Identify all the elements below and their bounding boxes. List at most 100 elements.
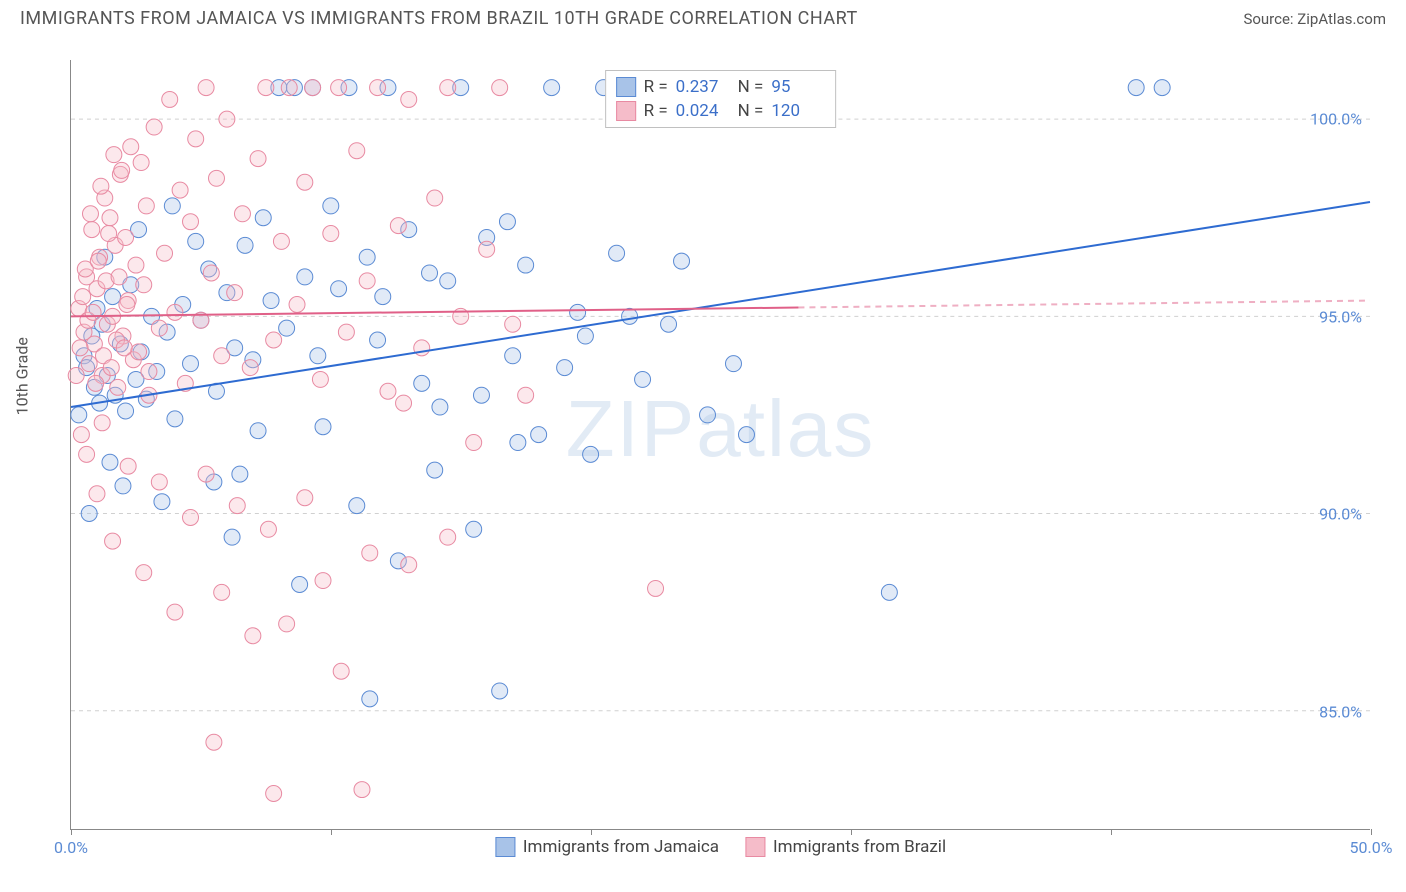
scatter-point (106, 147, 122, 163)
scatter-point (214, 348, 230, 364)
scatter-point (266, 332, 282, 348)
scatter-point (273, 233, 289, 249)
scatter-point (1128, 80, 1144, 96)
scatter-point (338, 324, 354, 340)
legend-item-brazil: Immigrants from Brazil (745, 837, 946, 857)
chart-container: 10th Grade ZIPatlas 85.0%90.0%95.0%100.0… (50, 50, 1390, 840)
legend-n-value-brazil: 120 (771, 101, 825, 121)
scatter-point (499, 214, 515, 230)
scatter-point (79, 446, 95, 462)
scatter-point (279, 616, 295, 632)
scatter-point (359, 249, 375, 265)
scatter-point (427, 462, 443, 478)
scatter-point (71, 407, 87, 423)
scatter-point (557, 360, 573, 376)
scatter-point (432, 399, 448, 415)
legend-swatch-jamaica (495, 837, 515, 857)
x-tick-label: 0.0% (54, 838, 88, 857)
scatter-point (85, 304, 101, 320)
scatter-point (881, 584, 897, 600)
source-attribution: Source: ZipAtlas.com (1243, 10, 1386, 28)
legend-swatch-brazil (745, 837, 765, 857)
legend-series-box: Immigrants from Jamaica Immigrants from … (495, 837, 946, 857)
scatter-point (648, 580, 664, 596)
x-tick (591, 829, 592, 835)
y-tick-label: 85.0% (1319, 702, 1362, 721)
scatter-point (131, 344, 147, 360)
legend-r-label: R = (644, 77, 668, 97)
source-prefix: Source: (1243, 10, 1297, 28)
scatter-point (370, 80, 386, 96)
scatter-point (234, 206, 250, 222)
scatter-point (315, 573, 331, 589)
scatter-point (188, 131, 204, 147)
scatter-point (164, 198, 180, 214)
scatter-point (700, 407, 716, 423)
scatter-point (331, 281, 347, 297)
plot-svg (71, 60, 1370, 829)
legend-n-label: N = (738, 77, 764, 97)
scatter-point (115, 478, 131, 494)
scatter-point (725, 356, 741, 372)
scatter-point (167, 304, 183, 320)
y-axis-title: 10th Grade (13, 337, 32, 415)
scatter-point (110, 379, 126, 395)
scatter-point (136, 277, 152, 293)
scatter-point (198, 80, 214, 96)
scatter-point (237, 237, 253, 253)
scatter-point (82, 206, 98, 222)
scatter-point (128, 257, 144, 273)
scatter-point (214, 584, 230, 600)
scatter-point (232, 466, 248, 482)
legend-swatch-brazil (616, 101, 636, 121)
scatter-point (266, 786, 282, 802)
scatter-point (151, 320, 167, 336)
scatter-point (440, 273, 456, 289)
scatter-point (661, 316, 677, 332)
scatter-point (94, 415, 110, 431)
scatter-point (101, 226, 117, 242)
legend-row-jamaica: R = 0.237 N = 95 (616, 75, 826, 99)
scatter-point (674, 253, 690, 269)
legend-n-value-jamaica: 95 (771, 77, 825, 97)
scatter-point (68, 367, 84, 383)
legend-r-value-brazil: 0.024 (676, 101, 730, 121)
legend-n-label: N = (738, 101, 764, 121)
scatter-point (72, 340, 88, 356)
scatter-point (263, 293, 279, 309)
scatter-point (206, 734, 222, 750)
y-tick-label: 90.0% (1319, 505, 1362, 524)
scatter-point (260, 521, 276, 537)
plot-area: ZIPatlas 85.0%90.0%95.0%100.0% 0.0%50.0%… (70, 60, 1370, 830)
scatter-point (738, 427, 754, 443)
scatter-point (224, 529, 240, 545)
scatter-point (531, 427, 547, 443)
scatter-point (292, 577, 308, 593)
scatter-point (473, 387, 489, 403)
chart-header: IMMIGRANTS FROM JAMAICA VS IMMIGRANTS FR… (0, 0, 1406, 33)
scatter-point (81, 356, 97, 372)
scatter-point (1154, 80, 1170, 96)
chart-title: IMMIGRANTS FROM JAMAICA VS IMMIGRANTS FR… (20, 8, 858, 29)
scatter-point (390, 218, 406, 234)
scatter-point (250, 423, 266, 439)
trend-line-dashed (798, 301, 1370, 308)
scatter-point (466, 521, 482, 537)
scatter-point (245, 628, 261, 644)
scatter-point (323, 226, 339, 242)
x-tick (331, 829, 332, 835)
scatter-point (133, 155, 149, 171)
scatter-point (123, 139, 139, 155)
scatter-point (102, 454, 118, 470)
scatter-point (167, 604, 183, 620)
scatter-point (323, 198, 339, 214)
scatter-point (198, 466, 214, 482)
scatter-point (146, 119, 162, 135)
x-tick (71, 829, 72, 835)
scatter-point (440, 80, 456, 96)
scatter-point (305, 80, 321, 96)
source-link[interactable]: ZipAtlas.com (1297, 10, 1386, 28)
y-tick-label: 95.0% (1319, 307, 1362, 326)
legend-r-value-jamaica: 0.237 (676, 77, 730, 97)
x-tick (1371, 829, 1372, 835)
